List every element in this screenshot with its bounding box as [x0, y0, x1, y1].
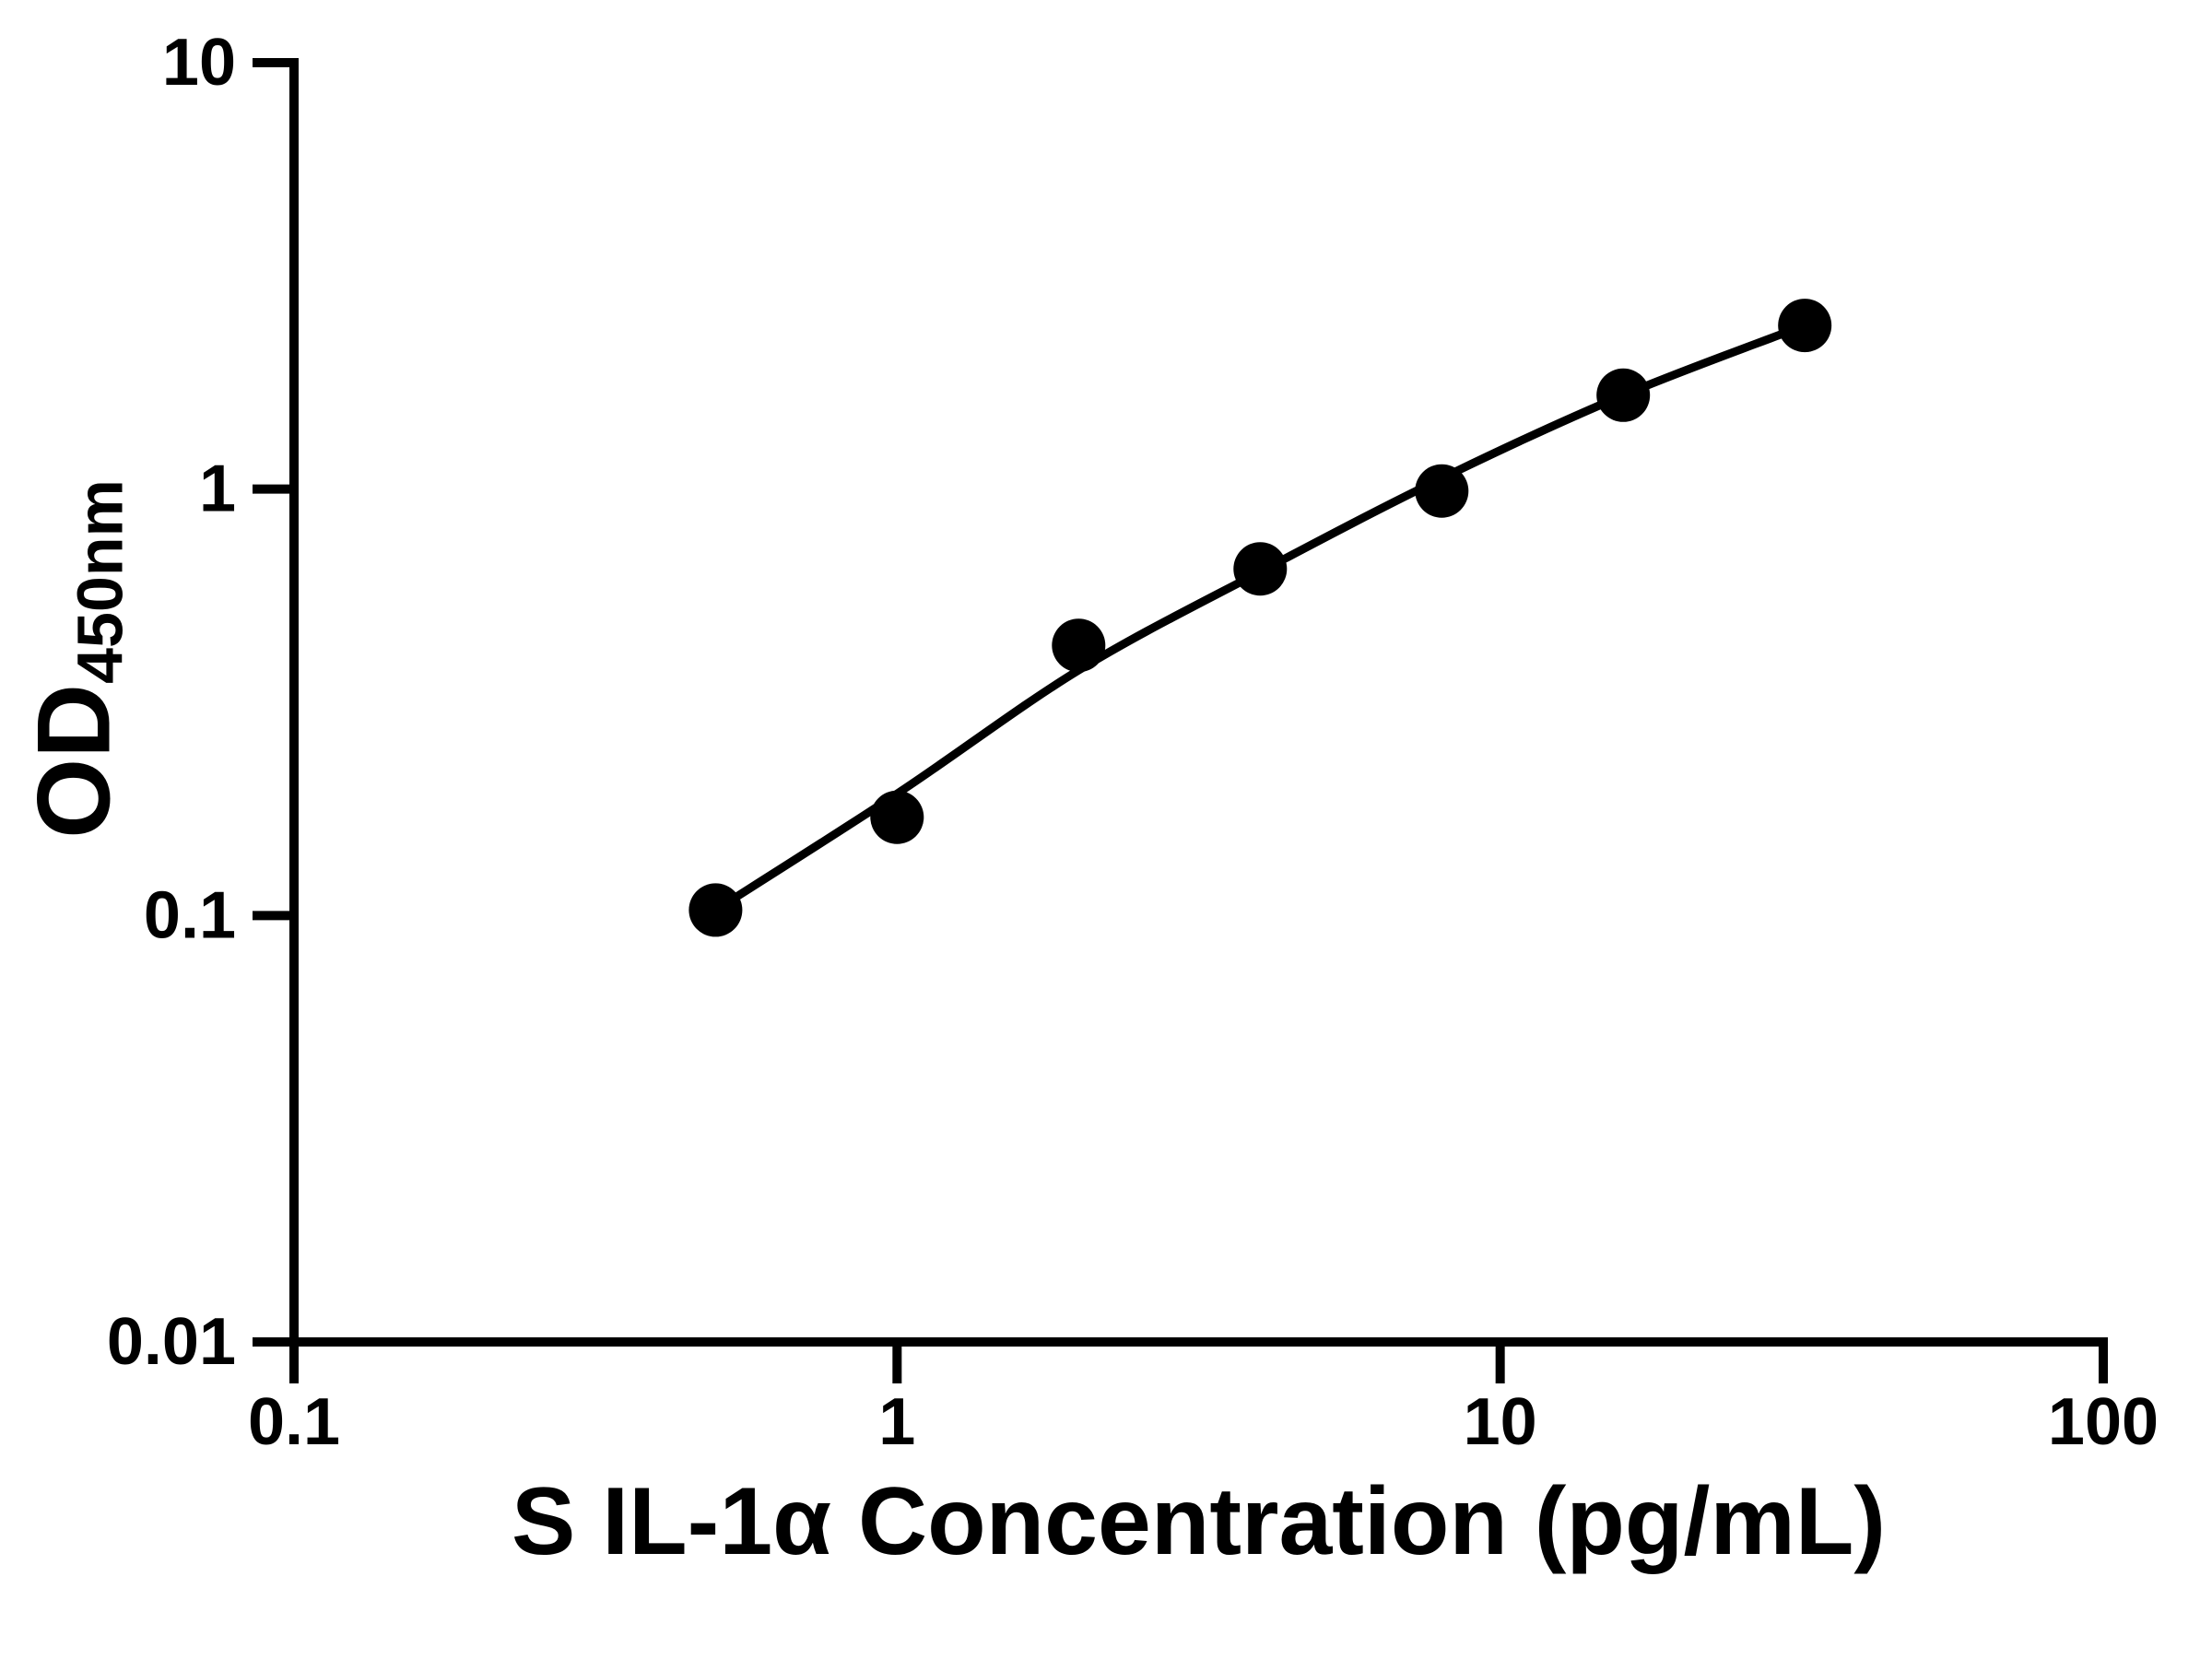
y-axis-title: OD450nm: [15, 479, 137, 839]
data-point-1: [870, 790, 924, 844]
data-point-8: [1415, 464, 1469, 518]
data-point-32: [1778, 299, 1832, 353]
x-tick-label-1: 1: [878, 1385, 915, 1459]
y-tick-label-0.1: 0.1: [144, 878, 236, 952]
y-axis-title-main: OD: [16, 683, 132, 839]
data-point-2: [1052, 618, 1106, 673]
data-point-4: [1233, 542, 1288, 596]
data-point-16: [1596, 368, 1651, 422]
y-tick-label-0.01: 0.01: [107, 1305, 236, 1379]
data-point-0.5: [688, 883, 743, 937]
y-tick-label-1: 1: [199, 453, 236, 526]
x-tick-label-0.1: 0.1: [248, 1385, 340, 1459]
y-tick-label-10: 10: [162, 26, 236, 100]
x-axis-title: S IL-1α Concentration (pg/mL): [512, 1468, 1886, 1575]
x-tick-label-10: 10: [1464, 1385, 1537, 1459]
y-axis-title-subscript: 450nm: [64, 479, 136, 684]
x-tick-label-100: 100: [2048, 1385, 2159, 1459]
